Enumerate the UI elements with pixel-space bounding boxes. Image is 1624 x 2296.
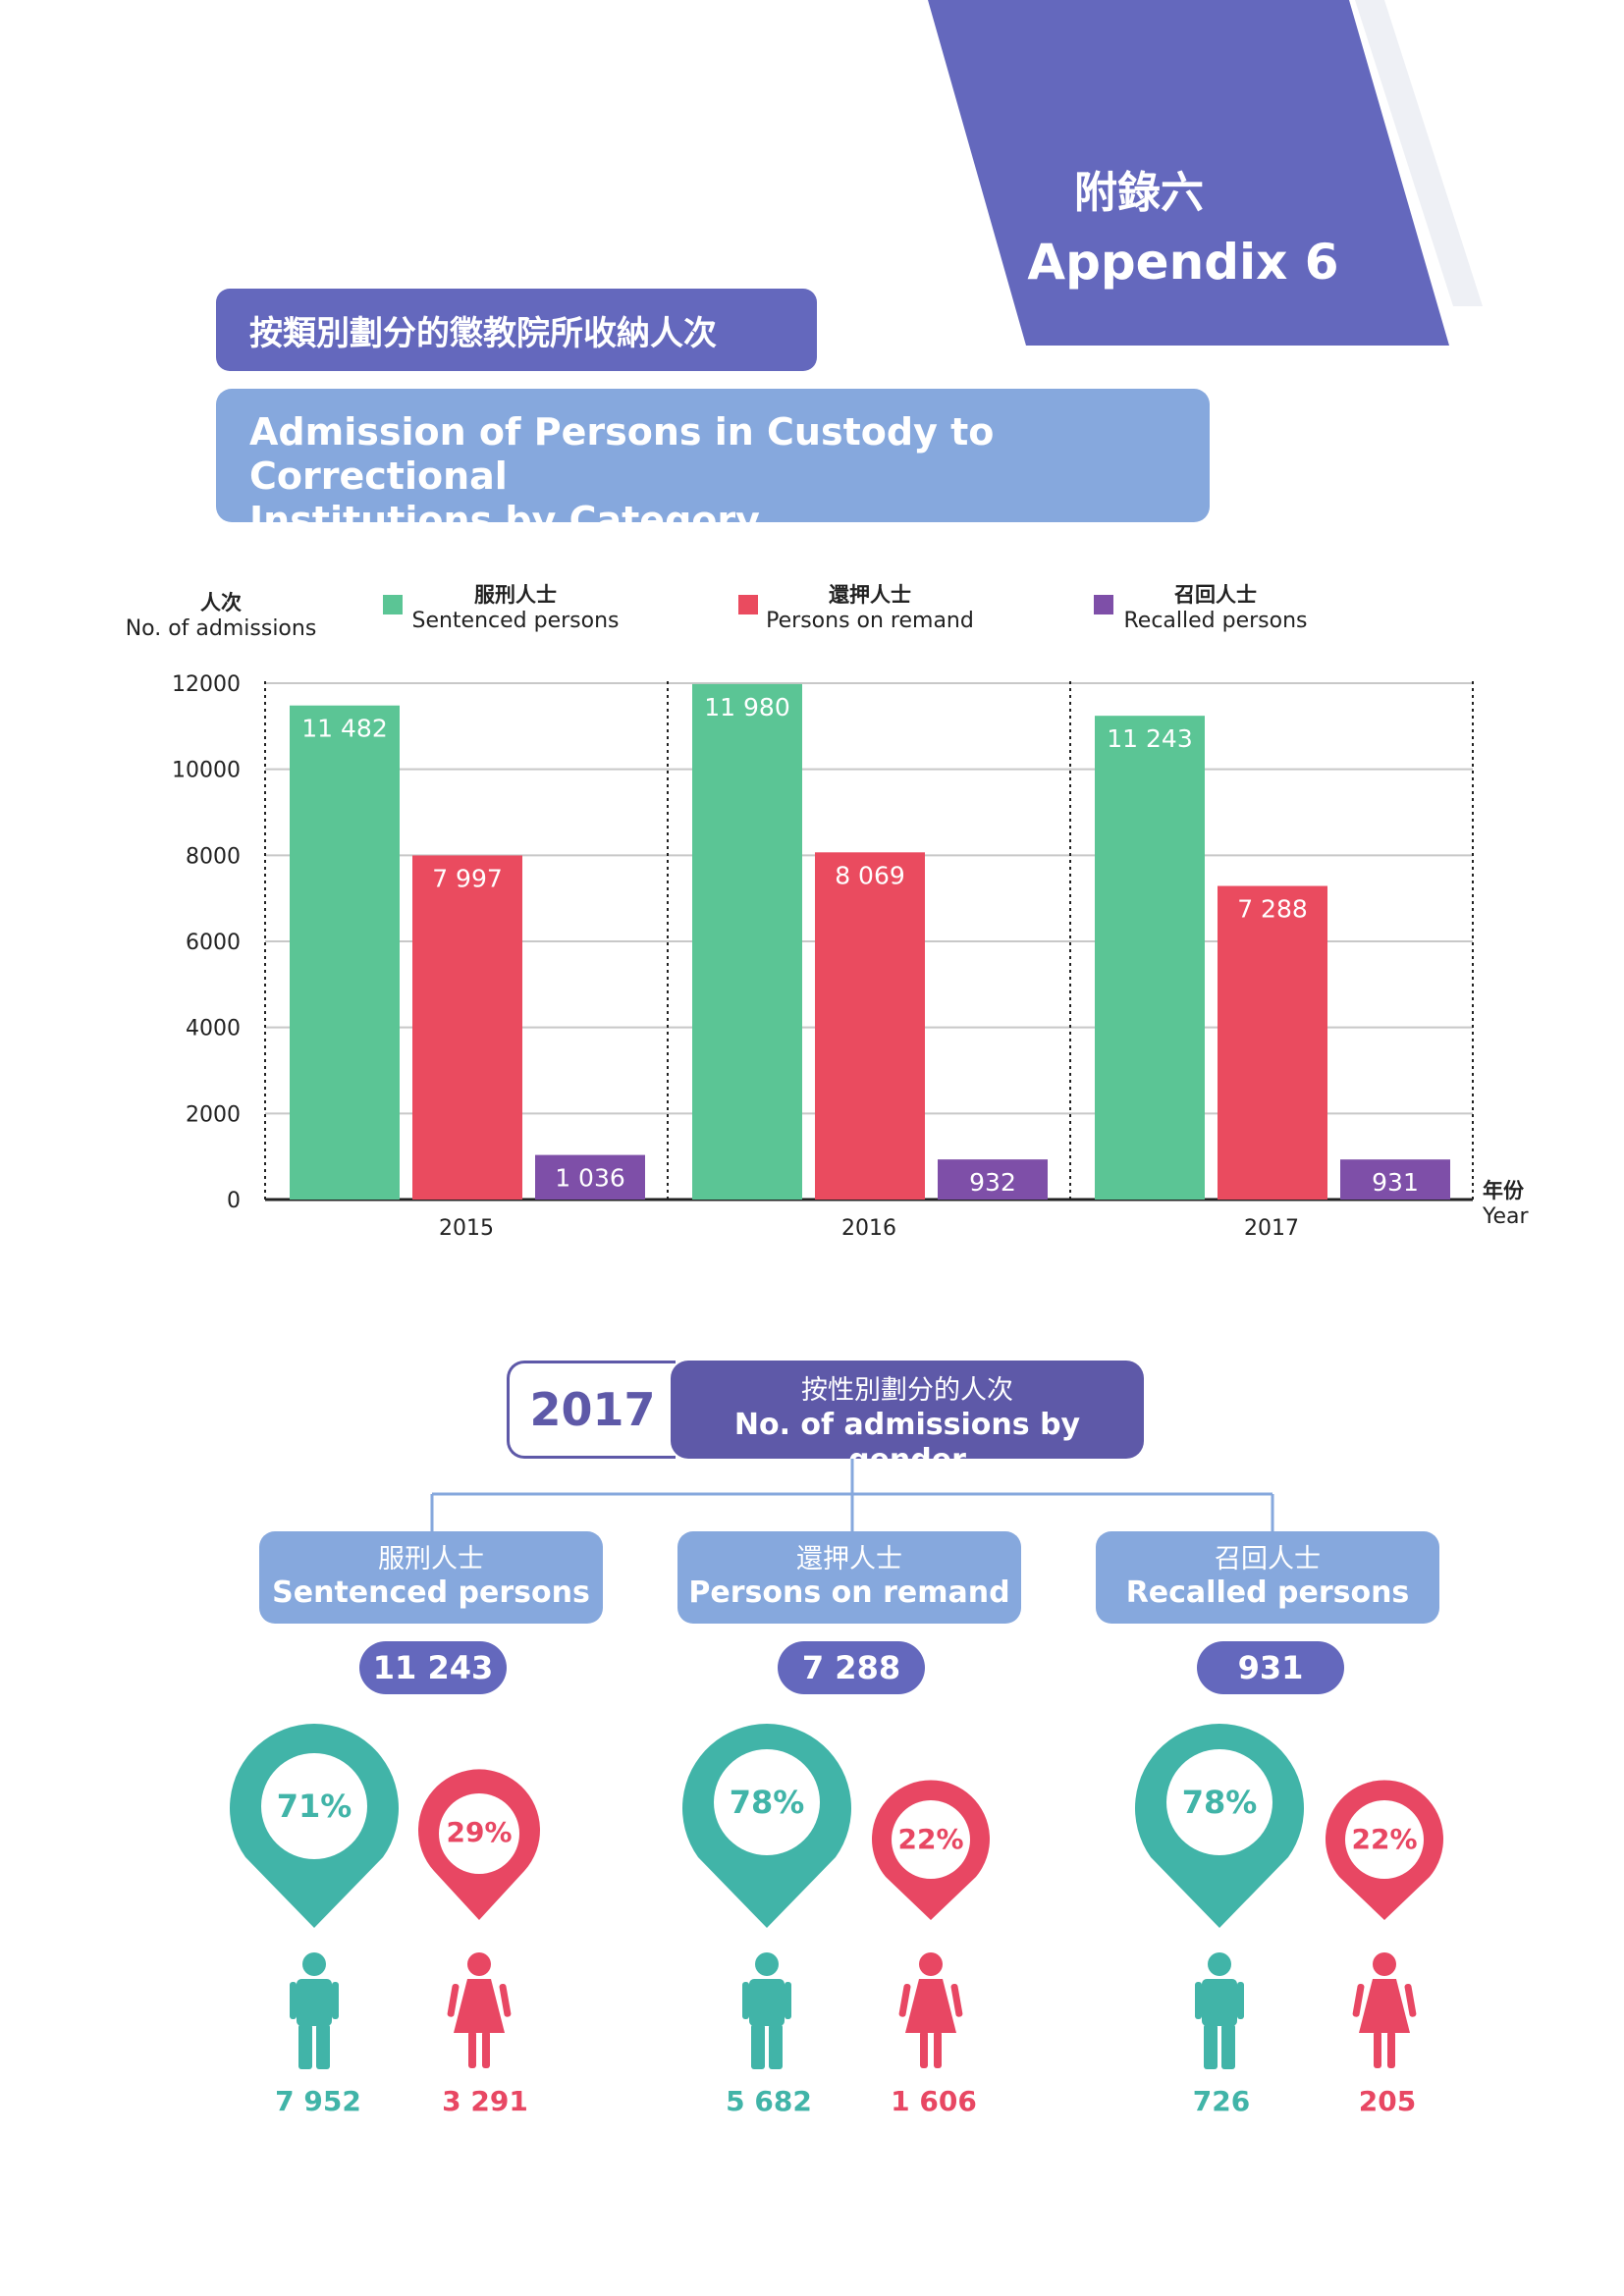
female-person-icon [447,1952,512,2068]
y-tick-label: 6000 [186,931,241,955]
gender-title-en: No. of admissions by gender [733,1408,1081,1477]
bar-chart: 12000 10000 8000 6000 4000 2000 0 11 482 7 997 1 … [172,672,1530,1241]
bar-value-label: 931 [1372,1168,1419,1197]
male-count-sentenced: 7 952 [275,2085,361,2117]
y-tick-label: 12000 [172,672,241,697]
bar-value-label: 8 069 [835,861,905,889]
x-tick-label: 2016 [841,1216,896,1241]
bar [938,1159,1048,1200]
legend-remand-en: Persons on remand [766,609,974,633]
male-pin-remand [682,1724,851,1928]
legend-sentenced-en: Sentenced persons [411,609,620,633]
title-en-line1: Admission of Persons in Custody to Corre… [249,410,995,498]
total-sentenced: 11 243 [359,1641,507,1694]
legend-remand-zh: 還押人士 [829,583,911,607]
category-remand-en: Persons on remand [688,1575,1010,1610]
legend-recalled-en: Recalled persons [1123,609,1308,633]
legend-sentenced-zh: 服刑人士 [474,583,557,607]
x-tick-label: 2017 [1244,1216,1299,1241]
bar [1340,1159,1450,1200]
female-count-remand: 1 606 [891,2085,977,2117]
female-pct-sentenced: 29% [446,1816,513,1848]
gender-title-zh: 按性別劃分的人次 [801,1375,1013,1406]
gender-year: 2017 [507,1361,676,1459]
male-pin-sentenced [230,1724,400,1928]
banner-shape [928,0,1449,346]
title-en-line2: Institutions by Category [249,499,760,542]
category-sentenced-en: Sentenced persons [272,1575,590,1610]
male-pct-remand: 78% [729,1784,805,1821]
male-pct-sentenced: 71% [276,1788,352,1825]
bar [1218,885,1327,1200]
male-pin-recalled [1135,1724,1304,1928]
total-recalled: 931 [1197,1641,1344,1694]
appendix-label-en: Appendix 6 [1027,234,1339,291]
female-pin-recalled [1326,1780,1443,1920]
x-tick-label: 2015 [439,1216,494,1241]
bar-value-label: 1 036 [555,1164,625,1193]
bar [1095,716,1205,1200]
y-axis-title: 人次 No. of admissions [118,587,324,641]
bar-value-label: 11 980 [704,693,789,721]
bar [815,852,925,1200]
title-zh: 按類別劃分的懲教院所收納人次 [216,289,817,371]
female-pct-remand: 22% [897,1823,964,1855]
y-tick-label: 2000 [186,1102,241,1127]
category-recalled-en: Recalled persons [1125,1575,1410,1610]
female-pin-remand [871,1780,990,1920]
female-person-icon [1352,1952,1417,2068]
bar [412,855,522,1200]
bar [692,683,802,1200]
x-axis-title-zh: 年份 [1483,1179,1525,1202]
legend-recalled-zh: 召回人士 [1174,583,1257,607]
y-tick-label: 8000 [186,844,241,869]
female-count-sentenced: 3 291 [442,2085,528,2117]
y-tick-label: 4000 [186,1017,241,1041]
banner-shadow [1355,0,1483,306]
bar-value-label: 7 288 [1237,895,1308,924]
female-pin-sentenced [417,1769,540,1920]
y-tick-label: 0 [227,1189,241,1213]
category-remand-zh: 還押人士 [796,1544,902,1575]
male-person-icon [742,1952,791,2069]
y-tick-label: 10000 [172,759,241,783]
bar-value-label: 7 997 [432,864,503,892]
male-person-icon [290,1952,339,2069]
legend-swatch-recalled [1094,595,1113,614]
total-remand: 7 288 [778,1641,925,1694]
male-count-recalled: 726 [1192,2085,1251,2117]
y-axis-title-en: No. of admissions [125,616,317,641]
male-count-remand: 5 682 [726,2085,812,2117]
y-axis-title-zh: 人次 [200,591,242,614]
male-pct-recalled: 78% [1181,1784,1258,1821]
bar-value-label: 932 [969,1168,1016,1197]
category-recalled: 召回人士 Recalled persons [1096,1531,1439,1624]
title-en: Admission of Persons in Custody to Corre… [216,389,1210,542]
bar-value-label: 11 482 [301,715,387,743]
appendix-banner [928,0,1483,346]
x-axis-title-en: Year [1482,1204,1530,1229]
gender-graphics [230,1724,1443,2069]
male-person-icon [1195,1952,1244,2069]
category-remand: 還押人士 Persons on remand [677,1531,1021,1624]
legend-swatch-sentenced [383,595,403,614]
tree-connector [430,1459,1274,1531]
bar [290,705,400,1200]
female-pct-recalled: 22% [1351,1823,1418,1855]
bar [535,1154,645,1200]
appendix-label-zh: 附錄六 [1074,168,1204,218]
bar-value-label: 11 243 [1107,724,1192,753]
legend-swatch-remand [738,595,758,614]
category-recalled-zh: 召回人士 [1215,1544,1321,1575]
gender-title: 按性別劃分的人次 No. of admissions by gender [671,1361,1144,1477]
category-sentenced-zh: 服刑人士 [378,1544,484,1575]
category-sentenced: 服刑人士 Sentenced persons [259,1531,603,1624]
female-count-recalled: 205 [1358,2085,1417,2117]
female-person-icon [898,1952,963,2068]
